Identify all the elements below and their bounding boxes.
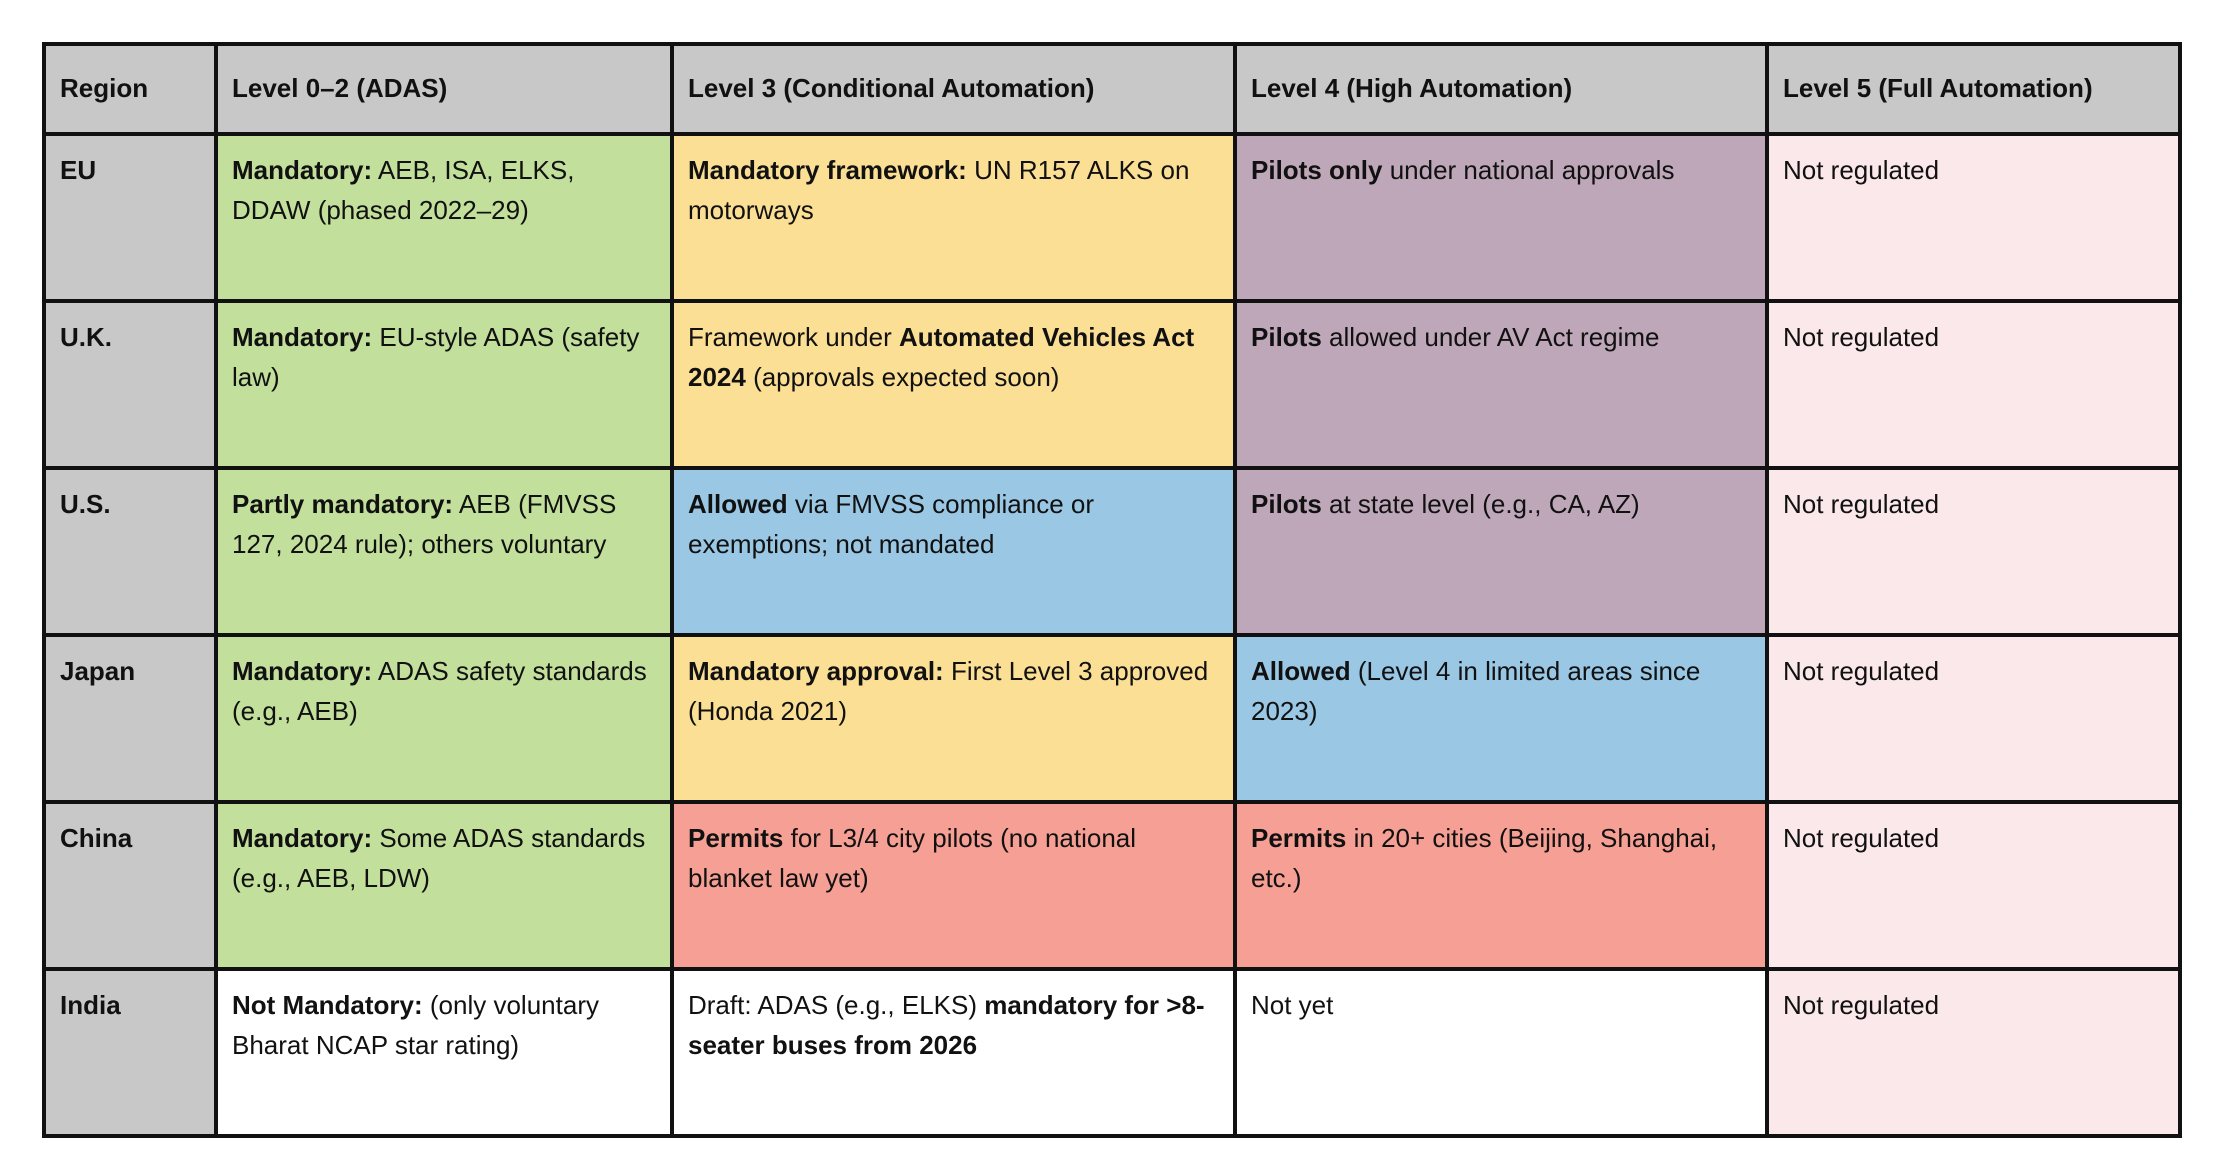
level-3-cell: Permits for L3/4 city pilots (no nationa… xyxy=(670,800,1237,971)
autonomy-regulation-table: Region Level 0–2 (ADAS) Level 3 (Conditi… xyxy=(42,42,2182,1138)
cell-bold-text: Mandatory: xyxy=(232,155,373,185)
level-4-cell: Not yet xyxy=(1233,967,1769,1138)
cell-bold-text: Mandatory: xyxy=(232,322,373,352)
cell-text: Some ADAS standards (e.g., AEB, LDW) xyxy=(232,823,646,893)
cell-bold-text: Partly mandatory: xyxy=(232,489,454,519)
cell-text: First Level 3 approved (Honda 2021) xyxy=(688,656,1209,726)
cell-bold-text: Not Mandatory: xyxy=(232,990,423,1020)
cell-bold-text: mandatory for >8-seater buses from 2026 xyxy=(688,990,1205,1060)
cell-text: Draft: ADAS (e.g., ELKS) xyxy=(688,990,985,1020)
level-5-cell: Not regulated xyxy=(1765,800,2182,971)
level-4-cell: Permits in 20+ cities (Beijing, Shanghai… xyxy=(1233,800,1769,971)
regulation-table-container: Region Level 0–2 (ADAS) Level 3 (Conditi… xyxy=(42,42,2182,1138)
level-3-cell: Allowed via FMVSS compliance or exemptio… xyxy=(670,466,1237,637)
level-0-2-cell: Mandatory: Some ADAS standards (e.g., AE… xyxy=(214,800,674,971)
cell-text: (only voluntary Bharat NCAP star rating) xyxy=(232,990,599,1060)
cell-text: allowed under AV Act regime xyxy=(1321,322,1660,352)
cell-text: Not yet xyxy=(1251,990,1334,1020)
cell-text: at state level (e.g., CA, AZ) xyxy=(1321,489,1640,519)
level-5-cell: Not regulated xyxy=(1765,132,2182,303)
cell-text: Not regulated xyxy=(1783,656,1940,686)
header-level-5: Level 5 (Full Automation) xyxy=(1765,42,2182,136)
cell-text: Not regulated xyxy=(1783,990,1940,1020)
cell-text: AEB, ISA, ELKS, DDAW (phased 2022–29) xyxy=(232,155,575,225)
region-cell: U.S. xyxy=(42,466,218,637)
cell-text: Framework under xyxy=(688,322,899,352)
cell-bold-text: Allowed xyxy=(688,489,788,519)
cell-text: (Level 4 in limited areas since 2023) xyxy=(1251,656,1701,726)
level-3-cell: Mandatory approval: First Level 3 approv… xyxy=(670,633,1237,804)
level-5-cell: Not regulated xyxy=(1765,633,2182,804)
table-row: U.K. Mandatory: EU-style ADAS (safety la… xyxy=(42,299,2182,470)
cell-bold-text: Mandatory framework: xyxy=(688,155,967,185)
level-5-cell: Not regulated xyxy=(1765,299,2182,470)
cell-bold-text: Pilots only xyxy=(1251,155,1383,185)
table-header-row: Region Level 0–2 (ADAS) Level 3 (Conditi… xyxy=(42,42,2182,136)
cell-text: Not regulated xyxy=(1783,489,1940,519)
cell-text: Not regulated xyxy=(1783,155,1940,185)
region-cell: EU xyxy=(42,132,218,303)
header-level-3: Level 3 (Conditional Automation) xyxy=(670,42,1237,136)
cell-text: under national approvals xyxy=(1382,155,1675,185)
level-5-cell: Not regulated xyxy=(1765,967,2182,1138)
header-level-0-2: Level 0–2 (ADAS) xyxy=(214,42,674,136)
table-row: China Mandatory: Some ADAS standards (e.… xyxy=(42,800,2182,971)
level-0-2-cell: Mandatory: AEB, ISA, ELKS, DDAW (phased … xyxy=(214,132,674,303)
region-cell: China xyxy=(42,800,218,971)
table-row: Japan Mandatory: ADAS safety standards (… xyxy=(42,633,2182,804)
region-cell: India xyxy=(42,967,218,1138)
cell-bold-text: Allowed xyxy=(1251,656,1351,686)
level-4-cell: Allowed (Level 4 in limited areas since … xyxy=(1233,633,1769,804)
cell-text: UN R157 ALKS on motorways xyxy=(688,155,1190,225)
cell-text: AEB (FMVSS 127, 2024 rule); others volun… xyxy=(232,489,617,559)
level-0-2-cell: Partly mandatory: AEB (FMVSS 127, 2024 r… xyxy=(214,466,674,637)
level-4-cell: Pilots only under national approvals xyxy=(1233,132,1769,303)
region-cell: Japan xyxy=(42,633,218,804)
level-0-2-cell: Not Mandatory: (only voluntary Bharat NC… xyxy=(214,967,674,1138)
header-region: Region xyxy=(42,42,218,136)
level-3-cell: Draft: ADAS (e.g., ELKS) mandatory for >… xyxy=(670,967,1237,1138)
cell-text: for L3/4 city pilots (no national blanke… xyxy=(688,823,1137,893)
header-level-4: Level 4 (High Automation) xyxy=(1233,42,1769,136)
level-3-cell: Mandatory framework: UN R157 ALKS on mot… xyxy=(670,132,1237,303)
table-row: U.S. Partly mandatory: AEB (FMVSS 127, 2… xyxy=(42,466,2182,637)
cell-tail-text: (approvals expected soon) xyxy=(745,362,1060,392)
cell-text: Not regulated xyxy=(1783,823,1940,853)
cell-bold-text: Mandatory: xyxy=(232,656,373,686)
cell-bold-text: Automated Vehicles Act 2024 xyxy=(688,322,1195,392)
table-row: EU Mandatory: AEB, ISA, ELKS, DDAW (phas… xyxy=(42,132,2182,303)
level-4-cell: Pilots allowed under AV Act regime xyxy=(1233,299,1769,470)
level-3-cell: Framework under Automated Vehicles Act 2… xyxy=(670,299,1237,470)
level-0-2-cell: Mandatory: ADAS safety standards (e.g., … xyxy=(214,633,674,804)
cell-bold-text: Permits xyxy=(1251,823,1347,853)
region-cell: U.K. xyxy=(42,299,218,470)
level-5-cell: Not regulated xyxy=(1765,466,2182,637)
cell-bold-text: Pilots xyxy=(1251,322,1322,352)
cell-text: via FMVSS compliance or exemptions; not … xyxy=(688,489,1094,559)
level-4-cell: Pilots at state level (e.g., CA, AZ) xyxy=(1233,466,1769,637)
cell-text: in 20+ cities (Beijing, Shanghai, etc.) xyxy=(1251,823,1718,893)
cell-bold-text: Pilots xyxy=(1251,489,1322,519)
cell-bold-text: Mandatory approval: xyxy=(688,656,944,686)
cell-bold-text: Permits xyxy=(688,823,784,853)
cell-text: Not regulated xyxy=(1783,322,1940,352)
table-row: India Not Mandatory: (only voluntary Bha… xyxy=(42,967,2182,1138)
cell-bold-text: Mandatory: xyxy=(232,823,373,853)
cell-text: ADAS safety standards (e.g., AEB) xyxy=(232,656,647,726)
level-0-2-cell: Mandatory: EU-style ADAS (safety law) xyxy=(214,299,674,470)
cell-text: EU-style ADAS (safety law) xyxy=(232,322,640,392)
